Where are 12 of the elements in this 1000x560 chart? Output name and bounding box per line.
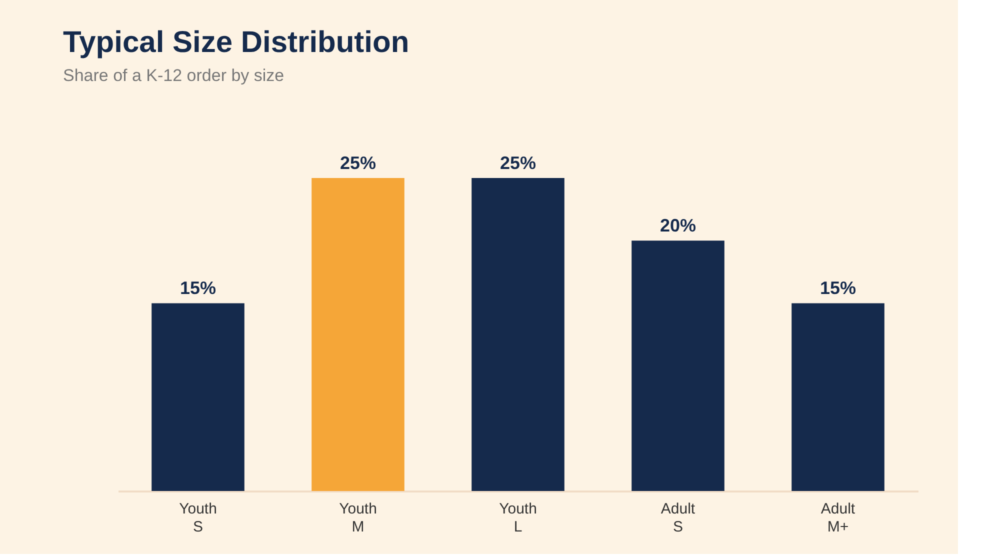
chart-subtitle: Share of a K-12 order by size (63, 66, 284, 85)
data-label: 25% (500, 153, 536, 173)
x-tick-label: Adult S (660, 500, 696, 536)
data-label: 25% (340, 153, 376, 173)
chart-title: Typical Size Distribution (63, 26, 410, 59)
x-tick-label: Youth L (499, 500, 537, 536)
x-tick-label: Youth S (179, 500, 217, 536)
data-label: 15% (180, 278, 216, 298)
data-label: 20% (660, 216, 696, 236)
x-tick-label: Adult M+ (820, 500, 856, 536)
x-tick-label: Youth M (339, 500, 377, 536)
data-label: 15% (820, 278, 856, 298)
